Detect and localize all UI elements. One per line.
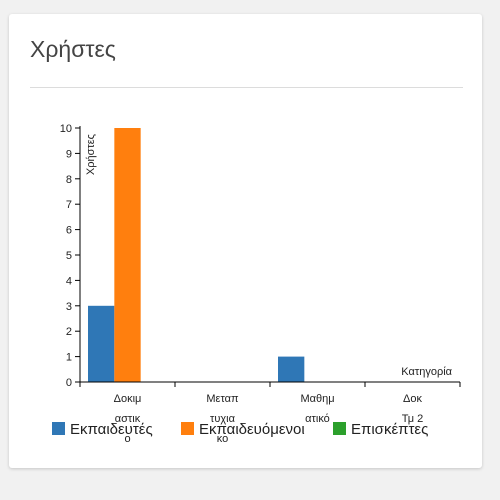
y-tick-label: 5 <box>66 250 72 262</box>
y-tick-label: 2 <box>66 326 72 338</box>
legend-item-2: Εκπαιδευόμενοι <box>181 421 305 438</box>
x-tick-label: Δοκ Τμ 2 <box>402 393 423 425</box>
y-tick-label: 7 <box>66 199 72 211</box>
bar-1-3 <box>278 356 305 382</box>
legend-swatch <box>52 422 65 435</box>
y-axis-label: Χρήστες <box>85 134 97 175</box>
x-axis-label: Κατηγορία <box>401 366 452 378</box>
y-tick-label: 10 <box>60 123 72 135</box>
legend-label: Εκπαιδευτές <box>70 421 153 438</box>
legend-label: Εκπαιδευόμενοι <box>199 421 305 438</box>
y-tick-label: 9 <box>66 148 72 160</box>
legend-item-3: Επισκέπτες <box>333 421 428 438</box>
x-tick-label: Μεταπ τυχια κο <box>206 393 239 445</box>
y-tick-label: 0 <box>66 377 72 389</box>
bar-1-1 <box>88 305 115 382</box>
title-divider <box>30 87 463 88</box>
legend-item-1: Εκπαιδευτές <box>52 421 153 438</box>
y-tick-label: 6 <box>66 225 72 237</box>
y-tick-label: 3 <box>66 301 72 313</box>
y-tick-label: 1 <box>66 352 72 364</box>
legend-swatch <box>181 422 194 435</box>
bar-2-1 <box>114 128 141 382</box>
x-tick-label: Δοκιμ αστικ ο <box>114 393 142 445</box>
legend-label: Επισκέπτες <box>351 421 428 438</box>
card-title: Χρήστες <box>30 36 116 62</box>
legend-swatch <box>333 422 346 435</box>
y-tick-label: 8 <box>66 174 72 186</box>
y-tick-label: 4 <box>66 275 72 287</box>
users-card: Χρήστες <box>9 14 482 468</box>
x-tick-label: Μαθημ ατικό <box>300 393 334 425</box>
